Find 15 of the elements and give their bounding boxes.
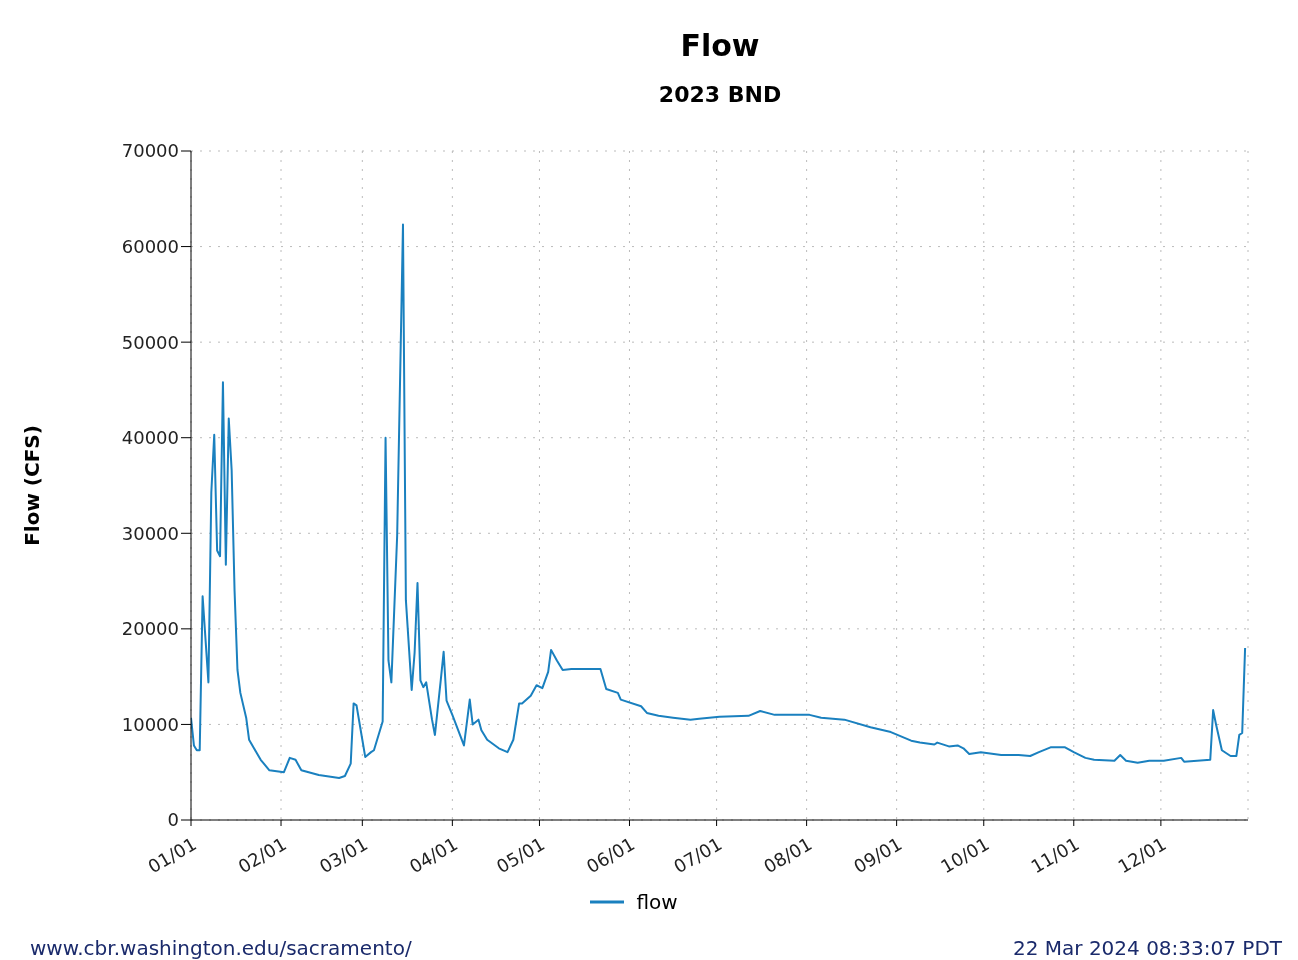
y-tick-label: 0 — [167, 809, 179, 831]
y-axis-title: Flow (CFS) — [20, 425, 45, 546]
chart-subtitle: 2023 BND — [657, 82, 783, 107]
y-tick-label: 70000 — [121, 140, 179, 162]
chart-title: Flow — [679, 28, 761, 63]
y-tick-label: 20000 — [121, 618, 179, 640]
y-tick-label: 30000 — [121, 522, 179, 544]
y-tick-label: 10000 — [121, 713, 179, 735]
y-tick-label: 40000 — [121, 427, 179, 449]
text: 22 Mar 2024 08:33:07 PDT — [1012, 936, 1282, 960]
y-tick-label: 50000 — [121, 331, 179, 353]
text: www.cbr.washington.edu/sacramento/ — [30, 936, 412, 960]
legend-label: flow — [636, 890, 678, 914]
y-tick-label: 60000 — [121, 235, 179, 257]
line-series — [191, 223, 1247, 779]
